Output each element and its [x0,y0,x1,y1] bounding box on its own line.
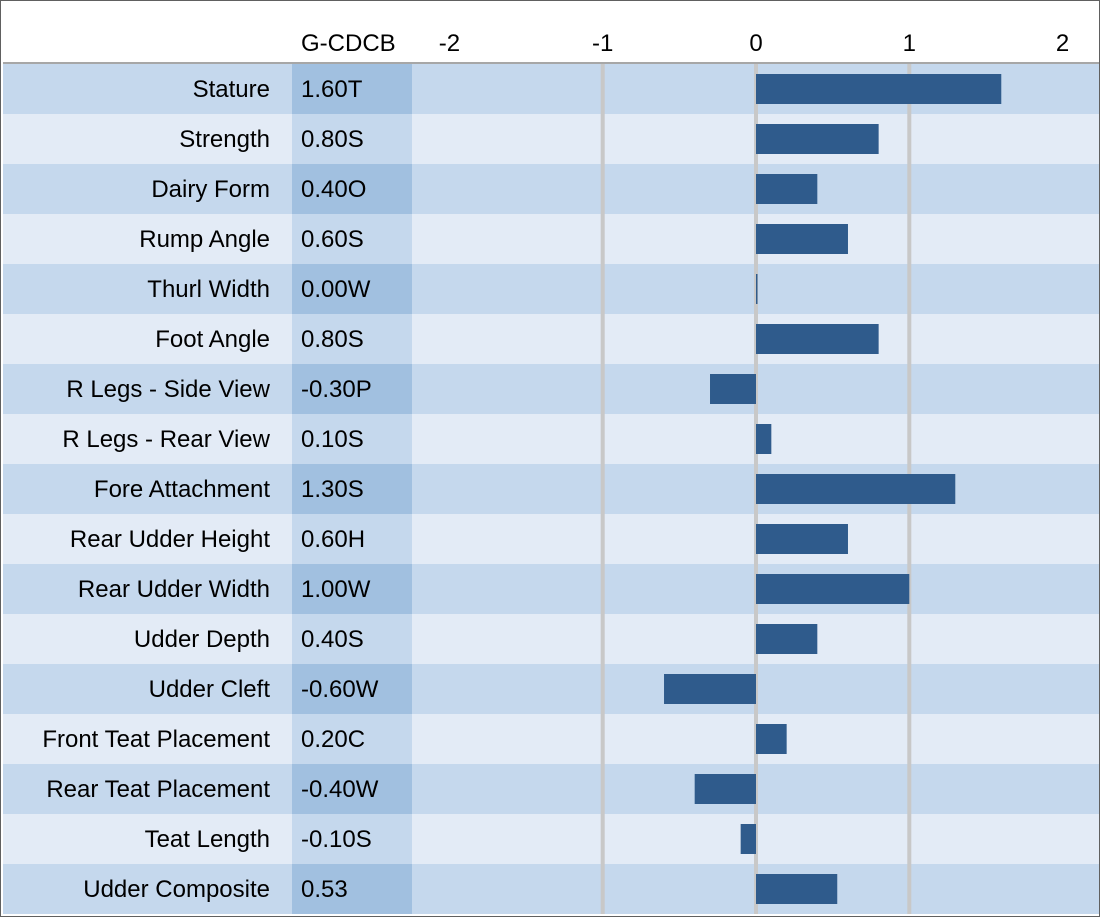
value-cell [292,214,412,264]
category-label: Udder Cleft [149,676,271,703]
bar [756,124,879,154]
value-label: -0.10S [301,826,372,853]
bar [756,724,787,754]
bar [710,374,756,404]
value-cell [292,114,412,164]
value-cell [292,864,412,914]
value-label: -0.30P [301,376,372,403]
value-cell [292,714,412,764]
value-cell [292,764,412,814]
x-tick-label: 0 [749,30,762,57]
row-band [3,314,1099,364]
row-band [3,814,1099,864]
bar [664,674,756,704]
category-label: Rear Udder Width [78,576,270,603]
row-band [3,364,1099,414]
value-label: 0.80S [301,126,364,153]
value-cell [292,314,412,364]
bar [756,324,879,354]
row-band [3,164,1099,214]
value-cell [292,64,412,114]
value-label: 0.40S [301,626,364,653]
value-cell [292,664,412,714]
category-label: Strength [179,126,270,153]
labels: Stature 1.60T Strength 0.80S Dairy Form 0.40O… [42,76,378,903]
value-label: -0.40W [301,776,379,803]
value-label: -0.60W [301,676,379,703]
row-band [3,514,1099,564]
value-label: 0.80S [301,326,364,353]
bar [740,824,756,854]
value-label: 0.40O [301,176,366,203]
row-band [3,564,1099,614]
category-label: Foot Angle [155,326,270,353]
x-tick-label: 2 [1056,30,1069,57]
category-label: Udder Composite [83,876,270,903]
bar [756,524,848,554]
value-cell [292,364,412,414]
value-cell [292,814,412,864]
bar [756,174,818,204]
category-label: Stature [193,76,270,103]
category-label: Teat Length [145,826,270,853]
category-label: Udder Depth [134,626,270,653]
value-column-header: G-CDCB [301,30,396,57]
category-label: Dairy Form [151,176,270,203]
row-band [3,414,1099,464]
bar [756,224,848,254]
value-cell [292,614,412,664]
bar [756,874,838,904]
x-tick-label: -1 [592,30,613,57]
bar [756,424,772,454]
category-label: R Legs - Rear View [62,426,270,453]
category-label: Rump Angle [139,226,270,253]
value-label: 1.60T [301,76,363,103]
category-label: Thurl Width [147,276,270,303]
value-label: 1.00W [301,576,371,603]
value-label: 0.53 [301,876,348,903]
bar [756,474,956,504]
row-band [3,614,1099,664]
value-cell [292,564,412,614]
category-label: Rear Udder Height [70,526,270,553]
value-cell [292,464,412,514]
bars [664,74,1002,904]
value-label: 0.20C [301,726,365,753]
category-label: R Legs - Side View [66,376,270,403]
row-band [3,864,1099,914]
value-label: 0.60H [301,526,365,553]
bar [756,274,758,304]
value-cell [292,164,412,214]
value-cell [292,514,412,564]
row-band [3,114,1099,164]
value-label: 0.10S [301,426,364,453]
chart-header: G-CDCB -2 -1 0 1 2 [301,30,1069,57]
x-tick-label: -2 [439,30,460,57]
value-label: 1.30S [301,476,364,503]
row-band [3,764,1099,814]
row-band [3,264,1099,314]
bar [756,574,910,604]
category-label: Front Teat Placement [42,726,270,753]
bar [756,624,818,654]
row-band [3,214,1099,264]
value-label: 0.00W [301,276,371,303]
row-band [3,714,1099,764]
value-label: 0.60S [301,226,364,253]
category-label: Rear Teat Placement [46,776,270,803]
value-cell [292,414,412,464]
row-band [3,664,1099,714]
x-tick-label: 1 [903,30,916,57]
bar [756,74,1002,104]
bar [694,774,756,804]
value-cell [292,264,412,314]
category-label: Fore Attachment [94,476,270,503]
